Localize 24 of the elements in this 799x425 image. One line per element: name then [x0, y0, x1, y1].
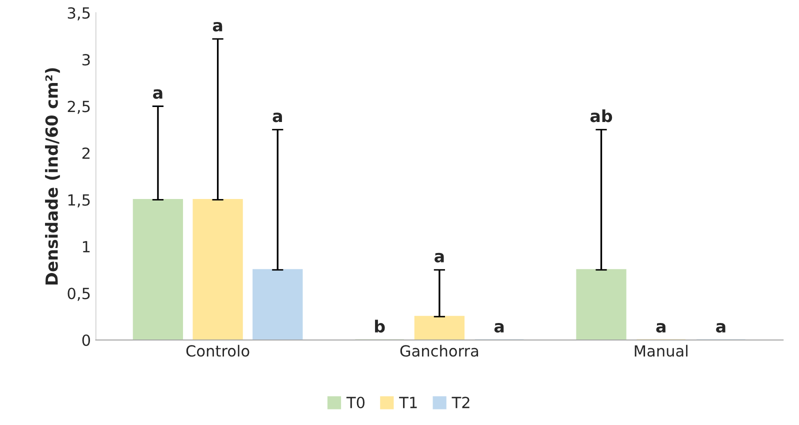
y-tick-label: 1,5	[68, 194, 90, 208]
annotation: b	[375, 320, 385, 333]
legend-label: T2	[452, 396, 470, 408]
annotation: a	[716, 323, 726, 333]
annotation: a	[153, 89, 162, 99]
x-tick-label: Ganchorra	[400, 344, 478, 357]
y-tick-label: 3	[82, 54, 90, 66]
y-tick-label: 2,5	[68, 100, 90, 114]
annotation: a	[656, 323, 666, 333]
legend-label: T1	[399, 396, 417, 408]
annotation: a	[212, 22, 222, 32]
legend-label: T0	[346, 396, 365, 408]
y-tick-label: 3,5	[68, 7, 90, 20]
y-tick-label: 0,5	[68, 288, 90, 301]
annotation: a	[494, 323, 504, 333]
annotation: ab	[590, 109, 612, 122]
y-tick-label: 0	[82, 334, 90, 346]
annotation: a	[272, 112, 282, 122]
annotation: a	[434, 252, 444, 262]
y-tick-label: 2	[82, 147, 90, 159]
x-tick-label: Manual	[634, 344, 688, 357]
y-axis-title: Densidade (ind/60 cm²)	[45, 68, 60, 284]
x-tick-label: Controlo	[186, 344, 250, 357]
y-tick-label: 1	[82, 241, 90, 252]
